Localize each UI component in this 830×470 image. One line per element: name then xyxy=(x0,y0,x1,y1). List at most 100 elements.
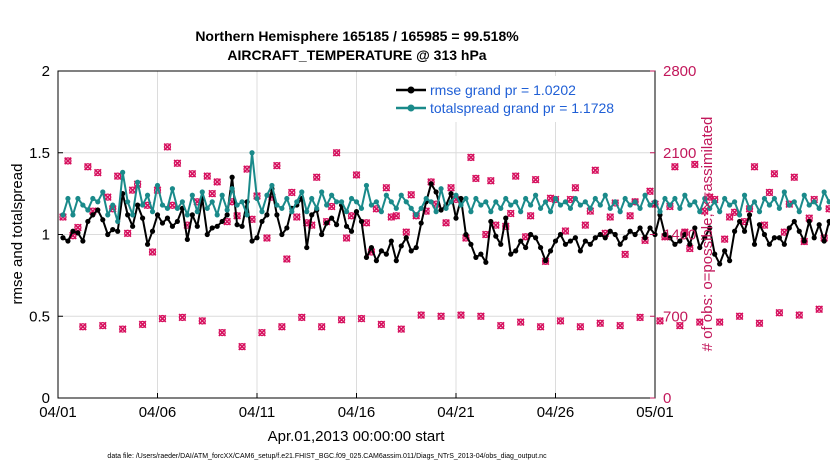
obs-assimilated-marker xyxy=(407,190,416,199)
right-tick-label: 2800 xyxy=(663,63,696,80)
obs-count-point xyxy=(646,187,654,196)
obs-assimilated-marker xyxy=(735,312,744,321)
rmse-point xyxy=(697,244,703,251)
obs-possible-marker xyxy=(124,229,132,237)
rmse-point xyxy=(463,231,469,238)
obs-count-point xyxy=(591,166,600,175)
rmse-point xyxy=(139,215,146,221)
obs-count-point xyxy=(188,169,197,178)
x-tick-label: 04/06 xyxy=(139,404,177,421)
totalspread-point xyxy=(607,205,613,211)
obs-assimilated-marker xyxy=(188,169,197,178)
obs-possible-marker xyxy=(765,188,774,197)
obs-count-point xyxy=(477,312,485,321)
legend-box xyxy=(390,76,652,122)
obs-assimilated-marker xyxy=(103,193,112,201)
rmse-point xyxy=(75,230,81,236)
obs-possible-marker xyxy=(258,328,266,337)
rmse-point xyxy=(234,222,240,228)
totalspread-point xyxy=(179,199,185,205)
rmse-point xyxy=(284,225,290,231)
totalspread-point xyxy=(662,195,668,202)
obs-assimilated-marker xyxy=(705,193,714,201)
totalspread-point xyxy=(741,192,748,198)
obs-possible-marker xyxy=(313,173,321,181)
obs-count-point xyxy=(148,248,157,256)
rmse-point xyxy=(622,235,628,241)
rmse-point xyxy=(135,202,141,208)
rmse-point xyxy=(722,248,728,254)
obs-count-point xyxy=(382,183,391,192)
obs-count-point xyxy=(442,218,450,227)
obs-assimilated-marker xyxy=(238,342,246,351)
obs-count-point xyxy=(203,172,212,180)
totalspread-point xyxy=(75,195,81,202)
obs-possible-marker xyxy=(293,213,301,221)
rmse-point xyxy=(732,228,738,234)
rmse-point xyxy=(776,235,782,241)
totalspread-point xyxy=(90,195,96,202)
obs-possible-marker xyxy=(402,228,410,236)
obs-possible-marker xyxy=(646,187,654,195)
rmse-point xyxy=(617,241,623,247)
rmse-point xyxy=(587,241,593,247)
totalspread-point xyxy=(801,192,807,198)
rmse-point xyxy=(254,235,260,241)
totalspread-point xyxy=(164,205,171,211)
rmse-point xyxy=(189,212,195,218)
obs-possible-marker xyxy=(178,313,187,322)
rmse-point xyxy=(503,215,509,221)
obs-count-point xyxy=(417,311,426,319)
rmse-point xyxy=(144,241,151,247)
totalspread-point xyxy=(189,192,195,198)
totalspread-point xyxy=(453,192,459,198)
obs-possible-marker xyxy=(596,319,604,327)
obs-count-point xyxy=(362,218,371,227)
obs-count-point xyxy=(486,176,495,185)
totalspread-point xyxy=(458,202,464,208)
totalspread-point xyxy=(100,189,106,195)
totalspread-point xyxy=(602,192,608,198)
obs-assimilated-marker xyxy=(402,228,411,237)
obs-assimilated-marker xyxy=(720,235,729,244)
obs-assimilated-marker xyxy=(382,183,391,192)
obs-count-point xyxy=(695,318,704,326)
obs-assimilated-marker xyxy=(815,305,824,314)
totalspread-point xyxy=(115,218,121,225)
obs-assimilated-marker xyxy=(168,201,177,210)
obs-count-point xyxy=(273,161,281,170)
totalspread-point xyxy=(413,212,419,218)
rmse-point xyxy=(453,215,459,221)
obs-possible-marker xyxy=(99,321,107,330)
obs-count-point xyxy=(765,188,774,197)
obs-assimilated-marker xyxy=(496,321,505,330)
left-tick-label: 2 xyxy=(42,63,50,80)
totalspread-point xyxy=(518,209,524,215)
obs-possible-marker xyxy=(148,248,157,256)
rmse-point xyxy=(154,212,161,218)
totalspread-line xyxy=(62,151,830,223)
obs-assimilated-marker xyxy=(317,322,326,331)
right-tick-label: 700 xyxy=(663,308,688,325)
obs-possible-marker xyxy=(735,312,744,320)
x-tick-label: 05/01 xyxy=(636,404,674,421)
obs-possible-marker xyxy=(382,184,391,192)
obs-count-point xyxy=(392,211,401,220)
rmse-point xyxy=(125,212,131,218)
obs-assimilated-marker xyxy=(715,318,724,326)
obs-assimilated-marker xyxy=(213,178,222,186)
obs-assimilated-marker xyxy=(621,250,630,259)
totalspread-point xyxy=(418,205,424,211)
obs-assimilated-marker xyxy=(203,172,212,180)
left-tick-label: 1.5 xyxy=(29,145,50,162)
obs-count-point xyxy=(526,211,535,220)
obs-count-point xyxy=(506,209,515,218)
totalspread-point xyxy=(483,199,489,205)
obs-assimilated-marker xyxy=(750,162,759,171)
rmse-point xyxy=(816,222,822,228)
rmse-point xyxy=(478,251,484,257)
rmse-point xyxy=(786,225,792,231)
totalspread-point xyxy=(508,202,514,208)
rmse-point xyxy=(358,218,365,225)
x-tick-label: 04/21 xyxy=(437,404,475,421)
